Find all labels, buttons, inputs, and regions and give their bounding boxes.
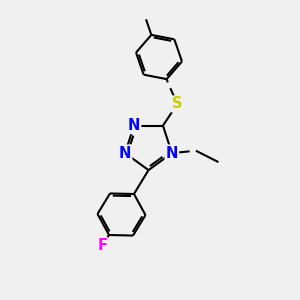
Text: N: N (128, 118, 140, 133)
Text: F: F (98, 238, 107, 253)
Text: N: N (166, 146, 178, 160)
Text: N: N (119, 146, 131, 160)
Text: S: S (172, 97, 183, 112)
